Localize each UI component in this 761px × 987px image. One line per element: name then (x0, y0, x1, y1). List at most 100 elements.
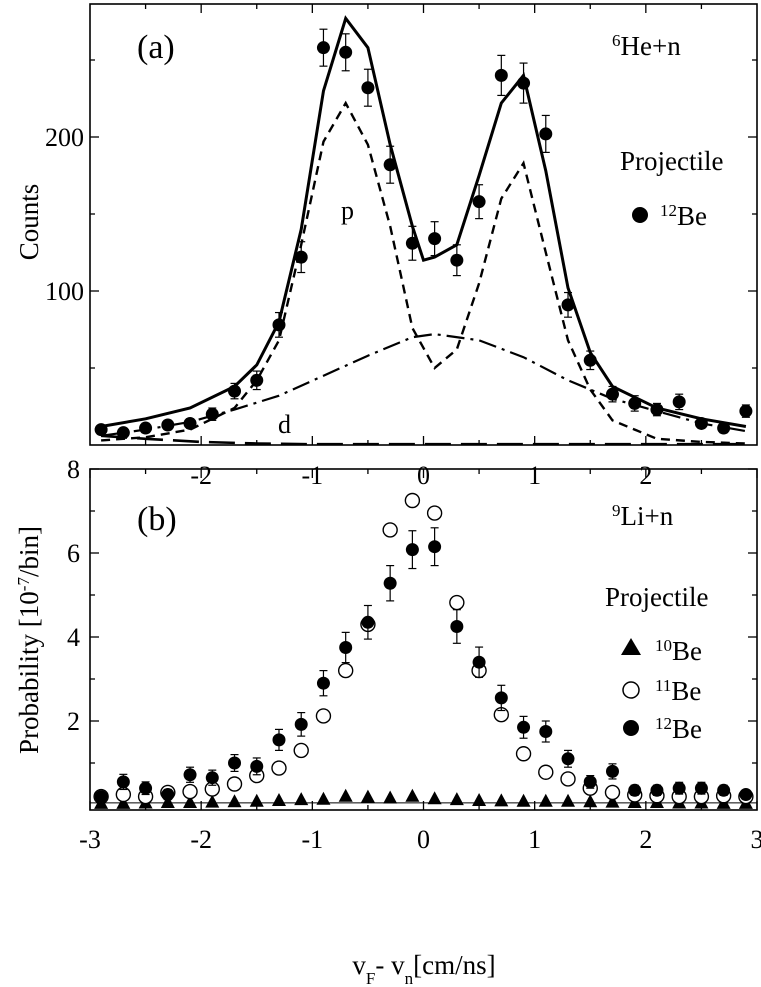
panel-b-ytick-label: 8 (67, 455, 80, 484)
panel-b-point-10be (449, 792, 464, 806)
panel-b-legend-text-12be: Be (672, 714, 702, 744)
panel-a-point (294, 250, 308, 264)
panel-b-ylabel-sup: -7 (14, 577, 33, 592)
panel-b-xtick-label: 3 (751, 825, 761, 854)
panel-a-legend-title: Projectile (620, 146, 723, 176)
panel-b-ylabel-main: Probability [10 (14, 591, 44, 754)
x-axis-label-end: [cm/ns] (413, 950, 495, 980)
panel-b-ytick-label: 2 (67, 707, 80, 736)
panel-b-point-12be (316, 676, 330, 690)
panel-b-point-10be (316, 791, 331, 805)
panel-b-point-11be (315, 708, 332, 724)
panel-b-point-11be (515, 746, 532, 762)
panel-b-point-10be (605, 794, 620, 808)
panel-a-point (739, 404, 753, 418)
panel-a-ytick-label: 200 (45, 123, 84, 152)
panel-a-point (94, 423, 108, 437)
panel-b-point-11be (293, 742, 309, 759)
panel-b: (b) 9Li+n Probability [10-7/bin] Project… (14, 455, 761, 987)
x-axis-label-mid: - v (375, 950, 405, 980)
panel-b-point-12be (383, 576, 397, 590)
panel-b-point-11be (560, 771, 576, 787)
panel-b-point-12be (94, 790, 108, 804)
panel-a-reaction-text: He+n (621, 31, 682, 61)
panel-b-point-12be (539, 725, 553, 738)
panel-b-reaction-sup: 9 (612, 501, 621, 520)
panel-b-label: (b) (137, 501, 177, 538)
panel-b-point-12be (139, 781, 153, 795)
panel-b-xtick-label: -2 (190, 825, 212, 854)
panel-b-point-12be (450, 620, 464, 633)
panel-b-point-10be (249, 793, 264, 807)
panel-a-point (583, 353, 597, 367)
panel-b-point-12be (672, 781, 686, 795)
panel-b-point-10be (294, 792, 309, 806)
panel-a-point (250, 373, 264, 387)
panel-a-point (228, 384, 242, 398)
panel-b-point-11be (382, 522, 398, 538)
panel-a-point (472, 195, 486, 209)
panel-b-point-10be (538, 793, 553, 807)
panel-b-point-11be (182, 783, 198, 800)
panel-b-ytick-label: 4 (67, 623, 80, 652)
panel-b-point-11be (426, 505, 443, 521)
panel-b-legend-text-10be: Be (672, 636, 702, 666)
panel-a-point (450, 253, 464, 267)
panel-b-point-12be (739, 788, 753, 801)
panel-a-point (405, 236, 419, 250)
panel-b-point-12be (628, 783, 642, 797)
panel-a-point (205, 407, 219, 421)
panel-a-point (605, 387, 619, 401)
panel-b-legend-sup-10be: 10 (655, 636, 672, 655)
panel-a-point (517, 76, 531, 90)
panel-a-reaction: 6He+n (612, 31, 681, 62)
panel-b-point-10be (516, 793, 531, 807)
panel-b-point-12be (472, 655, 486, 669)
panel-b-point-11be (449, 594, 465, 611)
panel-b-point-10be (561, 793, 576, 807)
panel-b-reaction-text: Li+n (621, 501, 674, 531)
panel-a-point (161, 418, 175, 432)
panel-a-point (694, 416, 708, 430)
panel-b-legend-sup-12be: 12 (655, 714, 672, 733)
panel-a-legend-text: Be (677, 201, 707, 231)
panel-b-point-10be (583, 794, 598, 808)
panel-b-point-11be (271, 760, 287, 776)
panel-a-legend-marker-12be (632, 207, 648, 223)
panel-a-point (539, 127, 553, 141)
panel-b-point-12be (517, 720, 531, 734)
panel-b-point-12be (405, 543, 419, 557)
panel-b-point-10be (227, 794, 242, 808)
panel-a-point (428, 232, 442, 246)
panel-b-point-10be (116, 795, 131, 809)
panel-a-point (116, 426, 130, 440)
panel-b-point-10be (405, 788, 420, 802)
panel-b-point-10be (183, 795, 198, 809)
panel-a-label: (a) (137, 29, 175, 66)
panel-a-point (183, 416, 197, 430)
curve-d (101, 434, 746, 446)
panel-b-point-12be (250, 759, 264, 773)
panel-b-point-10be (383, 790, 398, 804)
panel-b-point-10be (427, 791, 442, 805)
panel-a-reaction-sup: 6 (612, 31, 621, 50)
x-axis-label-sub-f: F (366, 969, 375, 987)
panel-b-point-12be (583, 775, 597, 789)
panel-b-point-12be (183, 768, 197, 782)
curve-label-p: p (341, 196, 354, 225)
panel-b-legend-title: Projectile (605, 582, 708, 612)
panel-b-point-10be (360, 789, 375, 803)
panel-a-point (717, 421, 731, 435)
panel-a-point (628, 396, 642, 410)
panel-b-point-12be (650, 783, 664, 797)
panel-a-point (494, 68, 508, 82)
panel-a-legend-sup: 12 (660, 201, 677, 220)
x-axis-label-sub-n: n (405, 969, 414, 987)
panel-b-legend-marker-10be (621, 638, 641, 655)
panel-b-point-10be (205, 794, 220, 808)
panel-a-ytick-label: 100 (45, 277, 84, 306)
panel-b-point-12be (205, 771, 219, 785)
panel-a-point (316, 41, 330, 55)
panel-b-legend-text-11be: Be (671, 676, 701, 706)
panel-a-point (561, 298, 575, 312)
